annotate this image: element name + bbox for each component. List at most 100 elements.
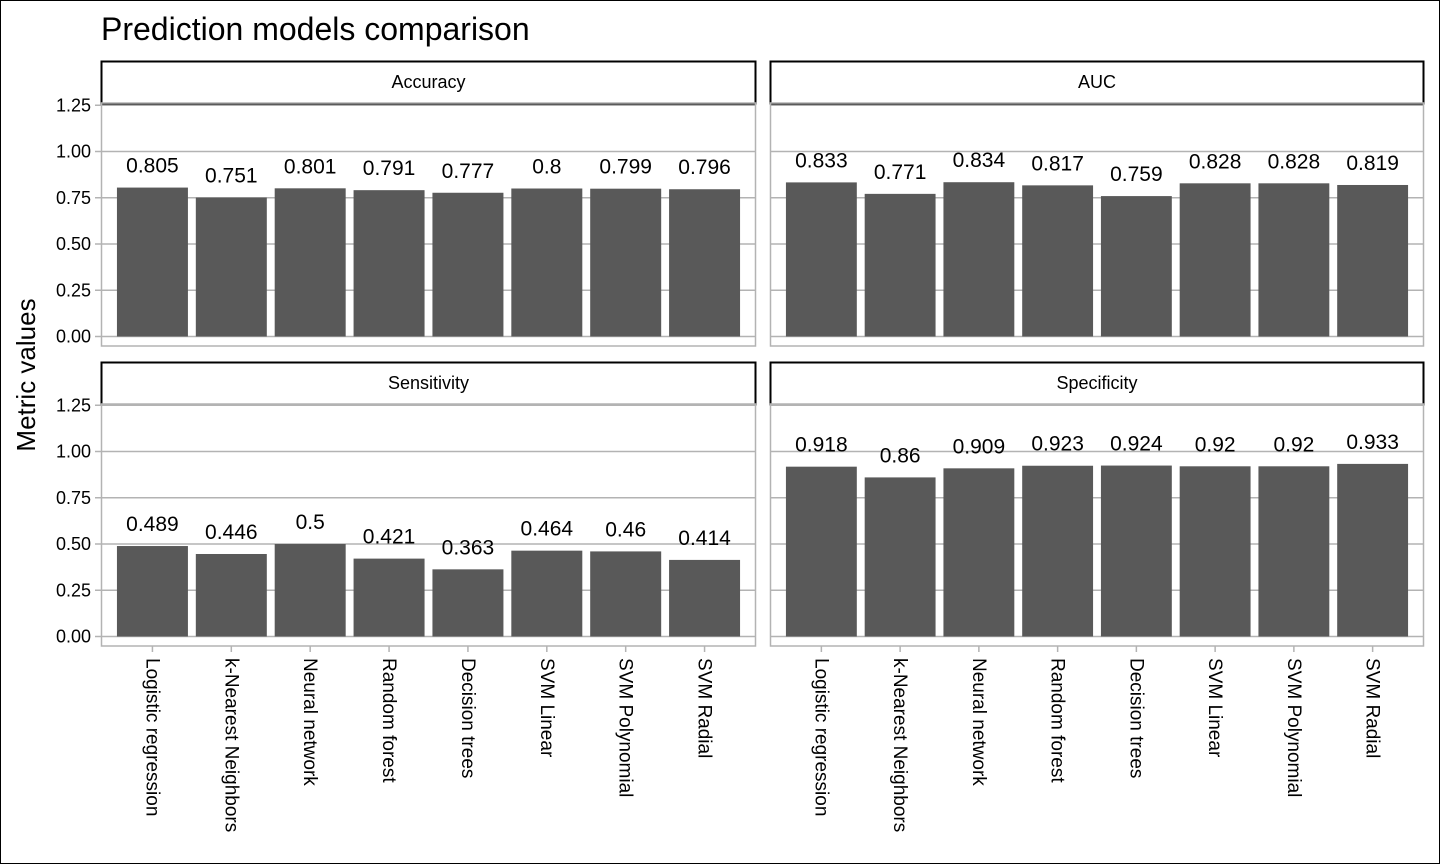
panel-border — [100, 403, 757, 647]
x-tick-label: k-Nearest Neighbors — [889, 658, 910, 832]
bar-neural-network — [943, 468, 1015, 637]
x-tick-label: Random forest — [1047, 658, 1068, 783]
bar-neural-network — [943, 182, 1015, 337]
bar-svm-radial — [1337, 184, 1409, 337]
bar-decision-trees — [1100, 196, 1172, 337]
data-label: 0.817 — [1031, 152, 1084, 175]
data-label: 0.791 — [363, 157, 416, 180]
bar-decision-trees — [432, 192, 504, 337]
panel-border — [769, 403, 1425, 647]
y-tick-label: 0.75 — [56, 188, 91, 208]
x-tick-label: Logistic regression — [141, 658, 162, 816]
data-label: 0.414 — [678, 527, 731, 550]
x-tick-label: SVM Polynomial — [615, 658, 636, 797]
x-tick-label: Neural network — [968, 658, 989, 786]
bar-svm-polynomial — [590, 551, 662, 637]
x-tick-label: SVM Polynomial — [1283, 658, 1304, 797]
data-label: 0.933 — [1346, 431, 1399, 454]
bar-logistic-regression — [785, 182, 857, 337]
x-tick-label: Decision trees — [1125, 658, 1146, 778]
bar-svm-linear — [511, 550, 583, 637]
bar-k-nearest-neighbors — [195, 553, 267, 637]
data-label: 0.819 — [1346, 152, 1399, 175]
data-label: 0.834 — [953, 149, 1006, 172]
data-label: 0.46 — [605, 518, 646, 541]
data-label: 0.8 — [532, 156, 561, 179]
data-label: 0.489 — [126, 513, 179, 536]
data-label: 0.909 — [953, 435, 1006, 458]
data-label: 0.924 — [1110, 433, 1163, 456]
facet-strip-label: Sensitivity — [388, 373, 469, 393]
bar-random-forest — [1022, 185, 1094, 337]
x-tick-label: Neural network — [299, 658, 320, 786]
panels-layer: Accuracy 0.805 0.751 0.801 0.791 0.777 0.8 0.79… — [56, 60, 1425, 832]
data-label: 0.777 — [442, 160, 495, 183]
facet-strip-label: AUC — [1078, 72, 1116, 92]
y-tick-label: 0.50 — [56, 234, 91, 254]
data-label: 0.923 — [1031, 433, 1084, 456]
y-tick-label: 1.25 — [56, 95, 91, 115]
data-label: 0.363 — [442, 536, 495, 559]
data-label: 0.796 — [678, 156, 731, 179]
bar-svm-radial — [1337, 463, 1409, 637]
data-label: 0.92 — [1273, 433, 1314, 456]
x-tick-label: Random forest — [378, 658, 399, 783]
data-label: 0.805 — [126, 155, 179, 178]
bar-svm-polynomial — [590, 188, 662, 337]
bar-random-forest — [353, 190, 425, 337]
data-label: 0.918 — [795, 434, 848, 457]
data-label: 0.421 — [363, 526, 416, 549]
bar-svm-linear — [511, 188, 583, 337]
x-tick-label: Logistic regression — [810, 658, 831, 816]
data-label: 0.828 — [1189, 150, 1242, 173]
data-label: 0.464 — [521, 518, 574, 541]
data-label: 0.92 — [1195, 433, 1236, 456]
data-label: 0.801 — [284, 155, 337, 178]
panel-auc: AUC 0.833 0.771 0.834 0.817 0.759 0.828 0.828 0.… — [769, 60, 1425, 347]
bar-svm-linear — [1179, 466, 1251, 637]
panel-border — [100, 102, 757, 347]
y-axis-label: Metric values — [11, 298, 41, 451]
facet-strip — [100, 60, 757, 105]
x-tick-label: SVM Radial — [694, 658, 715, 758]
bar-logistic-regression — [116, 546, 188, 637]
y-tick-label: 0.00 — [56, 327, 91, 347]
bar-k-nearest-neighbors — [864, 193, 936, 337]
bar-decision-trees — [1100, 465, 1172, 637]
y-tick-label: 1.00 — [56, 142, 91, 162]
facet-strip-label: Specificity — [1056, 373, 1137, 393]
data-label: 0.446 — [205, 521, 258, 544]
bar-random-forest — [353, 558, 425, 637]
bar-svm-polynomial — [1258, 183, 1330, 337]
y-tick-label: 0.50 — [56, 534, 91, 554]
facet-strip-label: Accuracy — [391, 72, 465, 92]
bar-k-nearest-neighbors — [864, 477, 936, 637]
data-label: 0.799 — [599, 156, 652, 179]
x-tick-label: Decision trees — [457, 658, 478, 778]
chart-title: Prediction models comparison — [101, 11, 530, 47]
bar-neural-network — [274, 544, 346, 637]
data-label: 0.86 — [880, 444, 921, 467]
data-label: 0.751 — [205, 165, 258, 188]
x-tick-label: SVM Radial — [1362, 658, 1383, 758]
bar-svm-polynomial — [1258, 466, 1330, 637]
data-label: 0.5 — [296, 511, 325, 534]
bar-logistic-regression — [785, 466, 857, 637]
panel-specificity: Specificity 0.918 0.86 0.909 0.923 0.924 0.92 0… — [769, 361, 1425, 832]
bar-decision-trees — [432, 569, 504, 637]
bar-logistic-regression — [116, 187, 188, 337]
bar-svm-linear — [1179, 183, 1251, 337]
y-tick-label: 0.75 — [56, 488, 91, 508]
x-tick-label: k-Nearest Neighbors — [220, 658, 241, 832]
y-tick-label: 0.25 — [56, 580, 91, 600]
bar-random-forest — [1022, 465, 1094, 637]
y-tick-label: 0.00 — [56, 627, 91, 647]
data-label: 0.759 — [1110, 163, 1163, 186]
data-label: 0.833 — [795, 149, 848, 172]
y-tick-label: 0.25 — [56, 280, 91, 300]
bar-neural-network — [274, 188, 346, 337]
data-label: 0.771 — [874, 161, 927, 184]
bar-svm-radial — [669, 559, 741, 637]
data-label: 0.828 — [1268, 150, 1321, 173]
